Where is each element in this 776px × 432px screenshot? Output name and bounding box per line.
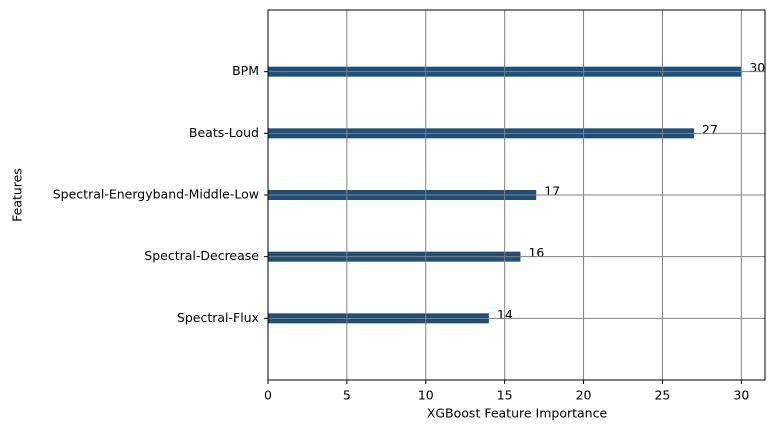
y-tick-label: Spectral-Decrease <box>144 248 259 263</box>
x-tick-label: 20 <box>576 388 592 403</box>
value-label: 30 <box>749 60 765 75</box>
x-tick-label: 15 <box>497 388 513 403</box>
value-label: 17 <box>544 184 560 199</box>
y-tick-label: Spectral-Flux <box>177 310 259 325</box>
plot-frame <box>267 9 766 381</box>
x-tick-label: 5 <box>343 388 351 403</box>
y-tick-label: Beats-Loud <box>189 125 259 140</box>
x-axis-label: XGBoost Feature Importance <box>427 406 608 421</box>
x-tick-label: 0 <box>264 388 272 403</box>
x-tick-label: 10 <box>418 388 434 403</box>
value-label: 16 <box>528 245 544 260</box>
value-label: 27 <box>702 122 718 137</box>
y-tick-label: BPM <box>232 63 259 78</box>
x-tick-label: 30 <box>733 388 749 403</box>
y-tick-label: Spectral-Energyband-Middle-Low <box>53 187 259 202</box>
x-tick-label: 25 <box>654 388 670 403</box>
y-axis-label: Features <box>10 168 25 222</box>
